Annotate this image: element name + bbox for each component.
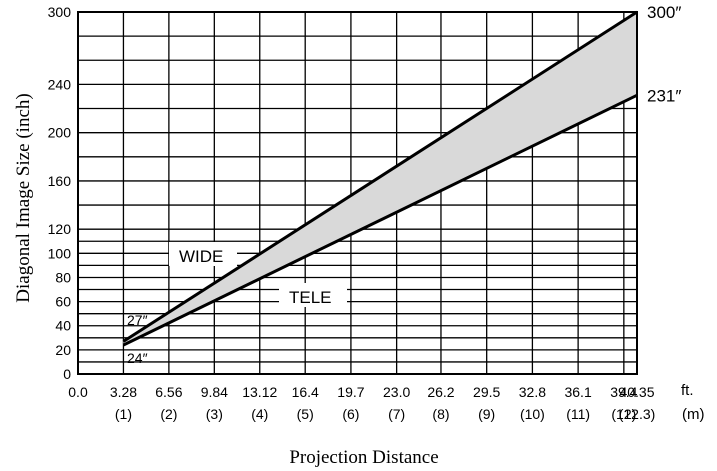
x-tick-label-ft: 9.84 xyxy=(201,384,228,400)
x-tick-label-m: (8) xyxy=(432,406,449,422)
x-tick-label-ft: 39.4 xyxy=(610,384,637,400)
y-tick-label: 80 xyxy=(55,269,71,285)
x-tick-label-m: (6) xyxy=(342,406,359,422)
tele-line xyxy=(122,93,638,347)
wide-label-bg xyxy=(169,242,237,266)
x-unit-m: (m) xyxy=(682,406,705,423)
x-tick-label-m: (10) xyxy=(520,406,545,422)
x-tick-label-m: (4) xyxy=(251,406,268,422)
y-tick-label: 240 xyxy=(48,76,72,92)
x-tick-label-ft: 36.1 xyxy=(564,384,591,400)
y-tick-label: 20 xyxy=(55,342,71,358)
tele-label-bg xyxy=(279,283,347,307)
x-tick-label-m: (12) xyxy=(611,406,636,422)
x-tick-label-m: (9) xyxy=(478,406,495,422)
x-tick-label-ft: 6.56 xyxy=(155,384,182,400)
x-tick-label-ft: 32.8 xyxy=(519,384,546,400)
y-tick-label: 300 xyxy=(48,4,72,20)
wide-line xyxy=(122,10,638,343)
wide-label: WIDE xyxy=(179,247,223,266)
wide-end-label: 300″ xyxy=(647,3,681,22)
x-tick-label-ft: 23.0 xyxy=(383,384,410,400)
x-tick-label-m: (2) xyxy=(160,406,177,422)
x-tick-label-m: (11) xyxy=(566,406,590,422)
x-tick-label-ft: 29.5 xyxy=(473,384,500,400)
tele-label: TELE xyxy=(289,288,332,307)
y-axis-title: Diagonal Image Size (inch) xyxy=(13,93,34,302)
x-tick-label-m: (1) xyxy=(115,406,132,422)
x-unit-ft: ft. xyxy=(681,382,694,399)
x-tick-label-ft: 3.28 xyxy=(110,384,137,400)
y-tick-label: 100 xyxy=(48,245,72,261)
plot-frame xyxy=(77,11,638,375)
x-tick-label-ft: 16.4 xyxy=(292,384,319,400)
x-tick-label-m: (7) xyxy=(388,406,405,422)
tele-start-label: 24″ xyxy=(127,350,148,366)
y-tick-label: 160 xyxy=(48,173,72,189)
x-tick-label-ft: 26.2 xyxy=(427,384,454,400)
y-tick-label: 0 xyxy=(63,366,71,382)
x-tick-label-ft: 13.12 xyxy=(242,384,277,400)
y-tick-labels: 0 20 40 60 80 100 120 160 200 240 300 xyxy=(48,4,72,382)
x-tick-label-ft: 0.0 xyxy=(68,384,88,400)
x-axis-title: Projection Distance xyxy=(289,447,438,468)
y-tick-label: 200 xyxy=(48,125,72,141)
x-tick-label-m: (12.3) xyxy=(619,406,656,422)
tele-end-label: 231″ xyxy=(647,86,681,105)
y-tick-label: 120 xyxy=(48,221,72,237)
y-tick-label: 60 xyxy=(55,294,71,310)
x-tick-label-m: (3) xyxy=(206,406,223,422)
x-tick-labels: 0.0 3.28 6.56 9.84 13.12 16.4 19.7 23.0 26.2 29.5… xyxy=(68,384,655,422)
y-tick-label: 40 xyxy=(55,318,71,334)
x-tick-label-ft: 19.7 xyxy=(337,384,364,400)
x-tick-label-m: (5) xyxy=(297,406,314,422)
x-tick-label-ft: 40.35 xyxy=(619,384,654,400)
wide-start-label: 27″ xyxy=(127,312,148,328)
